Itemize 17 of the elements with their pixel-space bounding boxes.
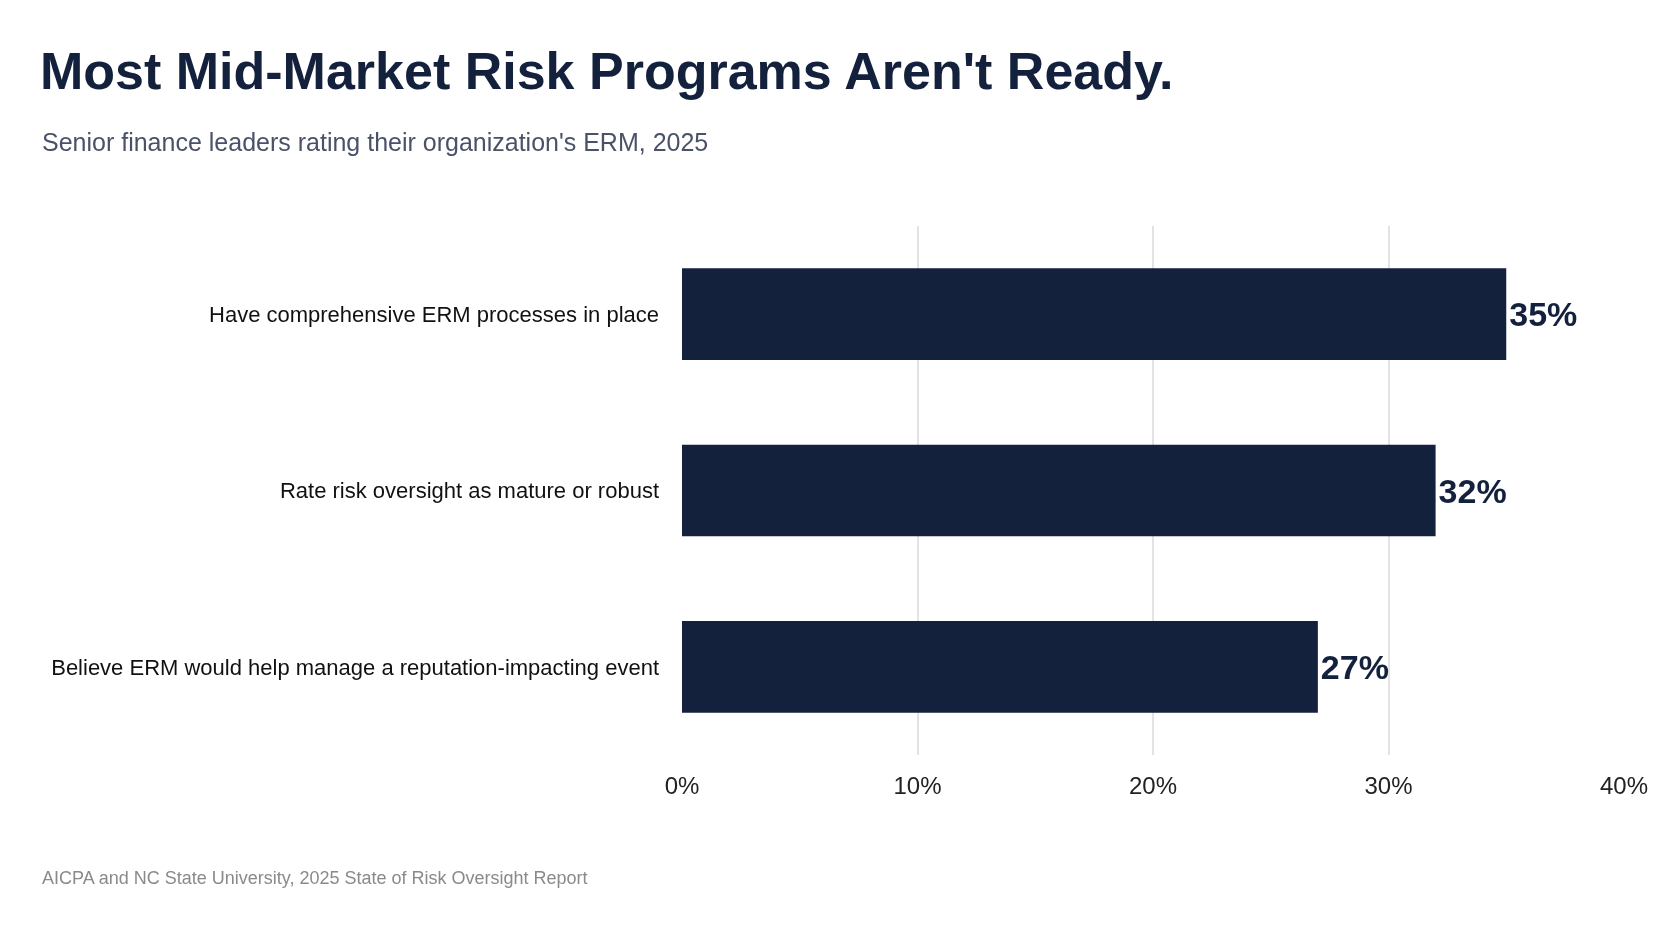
data-label: 32% xyxy=(1438,471,1507,510)
y-tick-label: Have comprehensive ERM processes in place xyxy=(209,301,659,327)
bar xyxy=(682,620,1318,713)
y-tick-label: Believe ERM would help manage a reputation-impacting event xyxy=(51,654,659,680)
bar xyxy=(682,444,1436,537)
y-tick-label: Rate risk oversight as mature or robust xyxy=(279,478,659,504)
text: AICPA and NC State University, 2025 State of Risk Oversight Report xyxy=(42,868,588,888)
data-label: 27% xyxy=(1320,647,1389,686)
data-label: 35% xyxy=(1509,295,1578,334)
x-tick-label: 30% xyxy=(1364,772,1413,799)
x-tick-label: 40% xyxy=(1599,772,1649,799)
bar xyxy=(682,268,1507,361)
chart-title: Most Mid-Market Risk Programs Aren't Ready. xyxy=(40,42,1174,101)
x-tick-label: 20% xyxy=(1128,772,1178,799)
x-tick-label: 10% xyxy=(893,772,942,799)
text: Senior finance leaders rating their organization's ERM, 2025 xyxy=(42,128,709,156)
x-tick-label: 0% xyxy=(664,772,700,799)
